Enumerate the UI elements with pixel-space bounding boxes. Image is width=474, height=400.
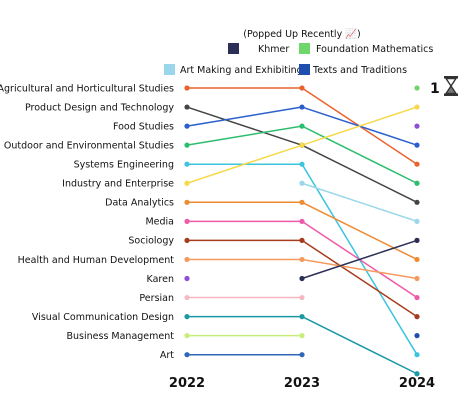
label-sociology: Sociology xyxy=(128,236,174,247)
point-sociology-2023 xyxy=(299,237,305,243)
label-visual-communication-design: Visual Communication Design xyxy=(32,312,174,323)
point-systems-engineering-2024 xyxy=(414,352,420,358)
series-line-product-design-and-technology xyxy=(186,106,303,146)
point-persian-2023 xyxy=(299,294,305,301)
point-data-analytics-2024 xyxy=(414,256,420,263)
rank-labels: Agricultural and Horticultural Studies Pr… xyxy=(0,83,174,361)
point-business-management-2023 xyxy=(299,333,305,339)
legend-entry-foundation-mathematics: Foundation Mathematics xyxy=(316,44,433,55)
label-outdoor-and-environmental-studies: Outdoor and Environmental Studies xyxy=(4,140,174,151)
point-data-analytics-2023 xyxy=(299,199,305,205)
point-agricultural-and-horticultural-studies-2022 xyxy=(184,85,190,91)
point-systems-engineering-2023 xyxy=(299,161,305,167)
point-health-and-human-development-2024 xyxy=(414,275,420,282)
point-karen-2022 xyxy=(184,275,190,282)
year-label-2022: 2022 xyxy=(169,376,205,391)
legend-swatch-khmer xyxy=(228,43,239,54)
point-health-and-human-development-2023 xyxy=(299,256,305,263)
series-line-outdoor-and-environmental-studies xyxy=(301,125,418,184)
point-industry-and-enterprise-2022 xyxy=(184,180,190,186)
point-foundation-mathematics-2024 xyxy=(414,85,420,91)
series-line-outdoor-and-environmental-studies xyxy=(186,125,303,146)
series-line-khmer xyxy=(301,239,418,280)
point-product-design-and-technology-2024 xyxy=(414,199,420,205)
legend-entry-texts-and-traditions: Texts and Traditions xyxy=(312,65,407,76)
point-outdoor-and-environmental-studies-2022 xyxy=(184,142,190,148)
label-karen: Karen xyxy=(147,274,174,285)
point-art-2022 xyxy=(184,352,190,358)
point-agricultural-and-horticultural-studies-2023 xyxy=(299,85,305,91)
point-data-analytics-2022 xyxy=(184,199,190,205)
legend-swatch-foundation-mathematics xyxy=(299,43,310,54)
point-art-2023 xyxy=(299,352,305,358)
point-sociology-2022 xyxy=(184,237,190,243)
year-label-2024: 2024 xyxy=(399,376,435,391)
point-persian-2022 xyxy=(184,294,190,301)
series-line-industry-and-enterprise xyxy=(301,106,418,146)
legend-title: (Popped Up Recently 📈) xyxy=(243,28,361,40)
series-line-sociology xyxy=(301,239,418,318)
year-label-2023: 2023 xyxy=(284,376,320,391)
point-visual-communication-design-2022 xyxy=(184,314,190,320)
legend-swatch-art-making-and-exhibiting xyxy=(164,64,175,75)
label-food-studies: Food Studies xyxy=(113,121,174,132)
point-business-management-2022 xyxy=(184,333,190,339)
label-systems-engineering: Systems Engineering xyxy=(74,160,174,171)
point-industry-and-enterprise-2023 xyxy=(299,142,305,148)
hourglass-icon xyxy=(444,76,458,96)
point-outdoor-and-environmental-studies-2024 xyxy=(414,180,420,186)
series-line-visual-communication-design xyxy=(301,315,418,375)
point-product-design-and-technology-2022 xyxy=(184,104,190,110)
point-food-studies-2023 xyxy=(299,104,305,110)
point-agricultural-and-horticultural-studies-2024 xyxy=(414,161,420,167)
label-media: Media xyxy=(145,217,174,228)
point-art-making-and-exhibiting-2023 xyxy=(299,180,305,186)
series-line-data-analytics xyxy=(301,201,418,261)
series-line-food-studies xyxy=(186,106,303,127)
top-rank-number: 1 xyxy=(430,81,440,97)
point-visual-communication-design-2023 xyxy=(299,314,305,320)
point-food-studies-2024 xyxy=(414,142,420,148)
series-points xyxy=(184,85,420,377)
top-rank-annotation: 1 xyxy=(430,76,458,97)
year-axis: 2022 2023 2024 xyxy=(169,376,435,391)
point-outdoor-and-environmental-studies-2023 xyxy=(299,123,305,129)
label-product-design-and-technology: Product Design and Technology xyxy=(25,102,174,113)
point-food-studies-2022 xyxy=(184,123,190,129)
point-texts-and-traditions-2024 xyxy=(414,333,420,339)
series-line-health-and-human-development xyxy=(301,258,418,280)
point-sociology-2024 xyxy=(414,314,420,320)
label-business-management: Business Management xyxy=(67,331,175,342)
legend-entry-khmer: Khmer xyxy=(258,44,289,55)
point-systems-engineering-2022 xyxy=(184,161,190,167)
label-industry-and-enterprise: Industry and Enterprise xyxy=(62,179,174,190)
legend: (Popped Up Recently 📈) Khmer Foundation … xyxy=(164,28,433,76)
series-lines xyxy=(186,87,418,375)
point-media-2024 xyxy=(414,294,420,301)
point-media-2022 xyxy=(184,218,190,224)
point-karen-2024 xyxy=(414,123,420,129)
point-visual-communication-design-2024 xyxy=(414,371,420,377)
point-media-2023 xyxy=(299,218,305,224)
series-line-art-making-and-exhibiting xyxy=(301,182,418,223)
point-khmer-2024 xyxy=(414,237,420,243)
legend-entry-art-making-and-exhibiting: Art Making and Exhibiting xyxy=(180,65,303,76)
legend-swatch-texts-and-traditions xyxy=(299,64,310,75)
label-persian: Persian xyxy=(139,293,174,304)
label-data-analytics: Data Analytics xyxy=(105,198,174,209)
series-line-industry-and-enterprise xyxy=(186,144,303,184)
point-art-making-and-exhibiting-2024 xyxy=(414,218,420,224)
point-health-and-human-development-2022 xyxy=(184,256,190,263)
label-health-and-human-development: Health and Human Development xyxy=(18,255,175,266)
label-agricultural-and-horticultural-studies: Agricultural and Horticultural Studies xyxy=(0,83,174,94)
label-art: Art xyxy=(160,350,174,361)
point-industry-and-enterprise-2024 xyxy=(414,104,420,110)
point-khmer-2023 xyxy=(299,275,305,282)
series-line-product-design-and-technology xyxy=(301,144,418,203)
